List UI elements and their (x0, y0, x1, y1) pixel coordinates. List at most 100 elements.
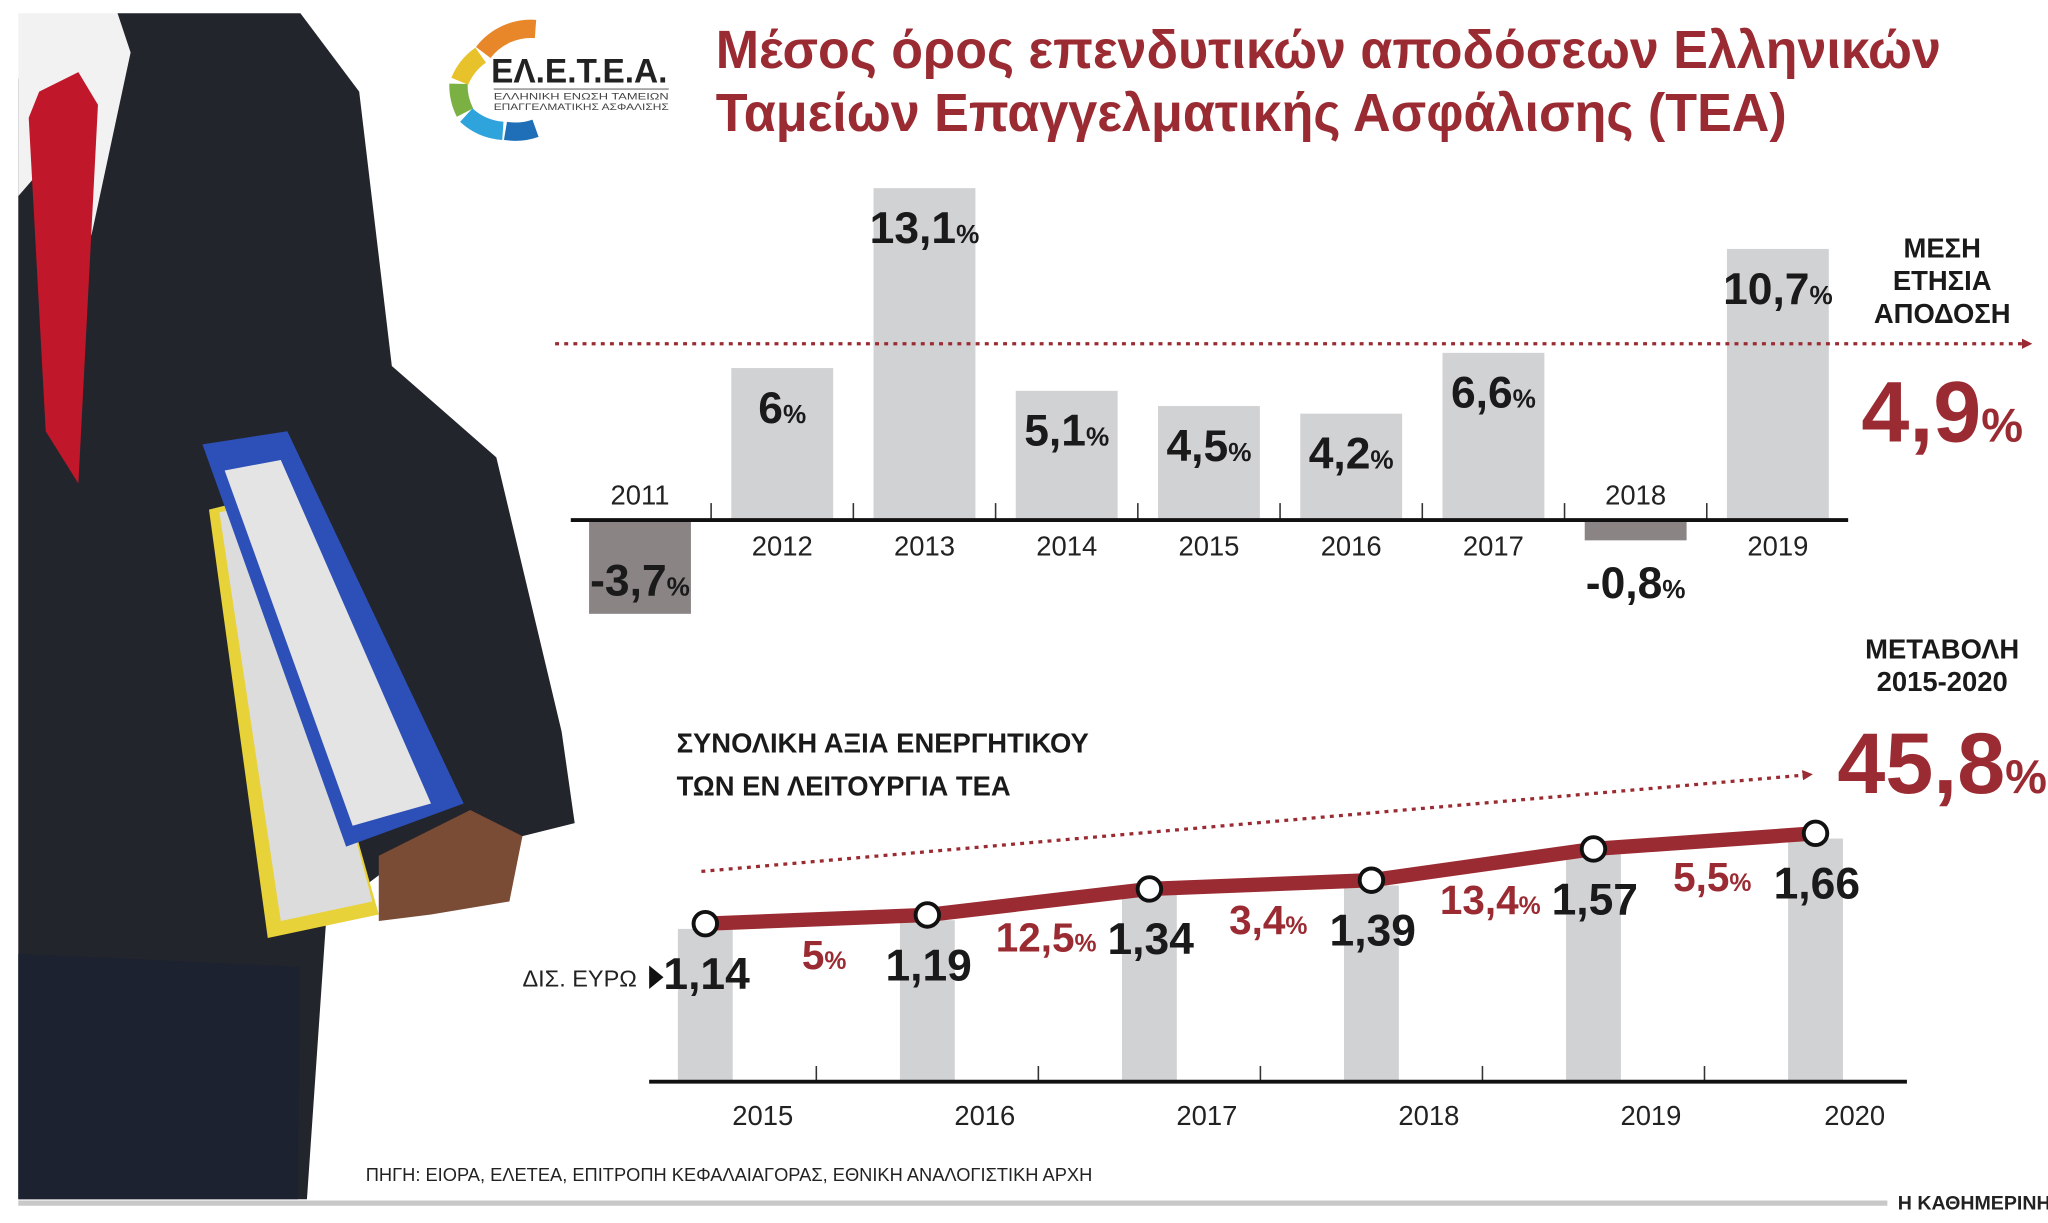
growth-label-2019-unit: % (1519, 893, 1541, 920)
bar-2013 (873, 188, 976, 521)
chart-title-line2: Ταμείων Επαγγελματικής Ασφάλισης (ΤΕΑ) (716, 84, 1787, 143)
value-label-2011-unit: % (667, 572, 690, 602)
value-label-2016-unit: % (1370, 445, 1393, 475)
value-label-2018: 1,39 (1330, 907, 1416, 956)
value-label-2015-unit: % (1228, 437, 1251, 467)
change-value: 45,8% (1837, 716, 2047, 812)
businessman-photo (18, 13, 575, 1200)
growth-label-2018-number: 3,4 (1229, 897, 1286, 943)
year-label-2016: 2016 (1321, 530, 1382, 561)
point-2015 (691, 909, 720, 938)
bar-2014 (1015, 390, 1118, 521)
value-label-2013: 13,1% (870, 204, 980, 253)
value-label-2013-unit: % (956, 219, 979, 249)
growth-label-2017: 12,5% (996, 915, 1097, 961)
bar-2012 (731, 368, 834, 521)
value-label-2015-number: 4,5 (1166, 422, 1228, 471)
growth-label-2016: 5% (802, 932, 847, 978)
change-label-2: 2015-2020 (1877, 666, 2008, 697)
value-label-2017: 6,6% (1451, 369, 1536, 418)
chart-title-line1: Μέσος όρος επενδυτικών αποδόσεων Ελληνικ… (716, 21, 1941, 80)
growth-label-2017-unit: % (1075, 931, 1097, 958)
growth-label-2018: 3,4% (1229, 897, 1307, 943)
year-label-2019: 2019 (1620, 1100, 1681, 1131)
year-label-2018: 2018 (1398, 1100, 1459, 1131)
logo-subtitle-1: ΕΛΛΗΝΙΚΗ ΕΝΩΣΗ ΤΑΜΕΙΩΝ (494, 92, 669, 102)
bar-2019 (1566, 854, 1621, 1082)
year-label-2015: 2015 (732, 1100, 793, 1131)
growth-label-2016-unit: % (824, 948, 846, 975)
value-label-2017-unit: % (1513, 384, 1536, 414)
average-value: 4,9% (1861, 365, 2023, 461)
value-label-2014: 5,1% (1024, 407, 1109, 456)
year-label-2011: 2011 (611, 479, 670, 510)
point-2016 (913, 901, 942, 929)
bar-2017 (1121, 894, 1177, 1082)
value-label-2018-unit: % (1662, 574, 1685, 604)
assets-heading-1: ΣΥΝΟΛΙΚΗ ΑΞΙΑ ΕΝΕΡΓΗΤΙΚΟΥ (677, 728, 1089, 759)
assets-line (705, 826, 1817, 931)
change-trend-arrow (701, 770, 1813, 874)
unit-pointer-icon (649, 965, 664, 989)
assets-heading-2: ΤΩΝ ΕΝ ΛΕΙΤΟΥΡΓΙΑ ΤΕΑ (677, 771, 1011, 802)
value-label-2019-unit: % (1809, 280, 1832, 310)
bar-2015 (1158, 406, 1260, 521)
bar-2016 (899, 920, 955, 1082)
bar-2015 (677, 928, 733, 1082)
value-label-2017-number: 6,6 (1451, 369, 1513, 418)
growth-label-2019-number: 13,4 (1440, 877, 1519, 923)
binders (202, 431, 464, 939)
year-label-2017: 2017 (1176, 1100, 1237, 1131)
growth-label-2016-number: 5 (802, 932, 825, 978)
eletea-logo: ΕΛ.Ε.Τ.Ε.Α. ΕΛΛΗΝΙΚΗ ΕΝΩΣΗ ΤΑΜΕΙΩΝ ΕΠΑΓΓ… (449, 19, 669, 141)
average-label-2: ΕΤΗΣΙΑ (1893, 265, 1992, 296)
point-2017 (1135, 875, 1164, 903)
value-label-2012-unit: % (783, 399, 806, 429)
growth-label-2020-number: 5,5 (1673, 854, 1729, 900)
year-label-2012: 2012 (752, 530, 813, 561)
year-label-2020: 2020 (1824, 1100, 1885, 1131)
bar-2018 (1584, 520, 1687, 541)
unit-label: ΔΙΣ. ΕΥΡΩ (522, 965, 636, 991)
average-label-1: ΜΕΣΗ (1904, 233, 1981, 264)
year-label-2013: 2013 (894, 530, 955, 561)
value-label-2017: 1,34 (1107, 915, 1194, 964)
logo-text: ΕΛ.Ε.Τ.Ε.Α. (491, 53, 667, 91)
value-label-2013-number: 13,1 (870, 204, 956, 253)
publisher-name: Η ΚΑΘΗΜΕΡΙΝΗ (1898, 1193, 2048, 1215)
year-label-2015: 2015 (1178, 530, 1239, 561)
value-label-2011: -3,7% (590, 557, 690, 606)
value-label-2014-unit: % (1086, 422, 1109, 452)
year-label-2016: 2016 (954, 1100, 1015, 1131)
value-label-2019-number: 10,7 (1723, 265, 1809, 314)
change-label-1: ΜΕΤΑΒΟΛΗ (1865, 634, 2019, 665)
bar-2020 (1788, 838, 1843, 1082)
year-label-2017: 2017 (1463, 530, 1524, 561)
growth-label-2020: 5,5% (1673, 854, 1751, 900)
growth-label-2017-number: 12,5 (996, 915, 1075, 961)
year-label-2018: 2018 (1605, 479, 1666, 510)
bar-2018 (1344, 885, 1399, 1082)
bar-2016 (1300, 413, 1403, 521)
value-label-2011-number: -3,7 (590, 557, 667, 606)
value-label-2015: 4,5% (1166, 422, 1251, 471)
value-label-2018-number: -0,8 (1586, 559, 1663, 608)
bar-2017 (1442, 352, 1545, 521)
value-label-2016: 1,19 (885, 941, 971, 990)
value-label-2020: 1,66 (1774, 860, 1860, 909)
growth-label-2020-unit: % (1729, 870, 1751, 897)
value-label-2019: 10,7% (1723, 265, 1833, 314)
bar-2019 (1726, 248, 1829, 521)
source-note: ΠΗΓΗ: ΕΙΟΡΑ, ΕΛΕΤΕΑ, ΕΠΙΤΡΟΠΗ ΚΕΦΑΛΑΙΑΓΟ… (366, 1164, 1093, 1185)
growth-label-2018-unit: % (1285, 913, 1307, 940)
value-label-2018: -0,8% (1586, 559, 1686, 608)
value-label-2014-number: 5,1 (1024, 407, 1086, 456)
value-label-2012: 6% (758, 384, 806, 433)
value-label-2016-number: 4,2 (1309, 430, 1371, 479)
bar-2011 (589, 520, 691, 614)
year-label-2014: 2014 (1036, 530, 1097, 561)
hand (378, 810, 523, 922)
value-label-2016: 4,2% (1309, 430, 1394, 479)
returns-bar-chart: 2011 -3,7% 2012 6% 2013 13,1% 2014 5,1% 2015 4,5%… (570, 188, 1849, 614)
